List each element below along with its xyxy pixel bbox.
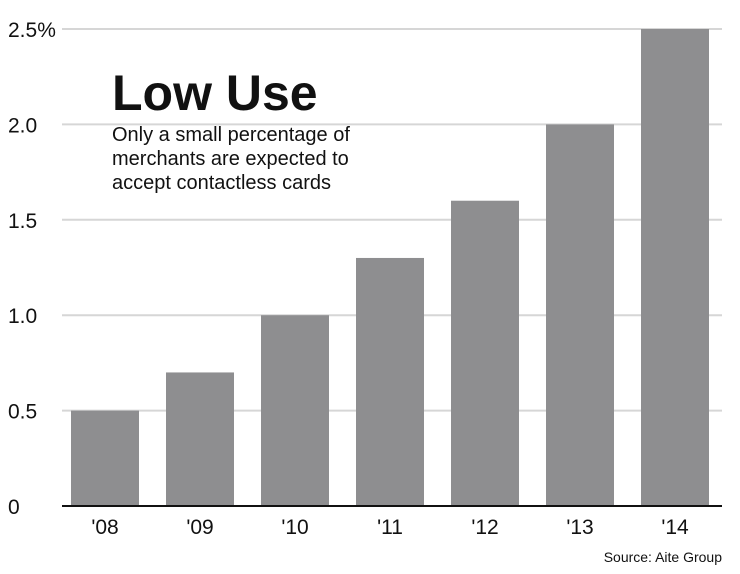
chart-subtitle-line-3: accept contactless cards xyxy=(112,172,331,194)
chart-subtitle-line-1: Only a small percentage of xyxy=(112,124,350,146)
x-tick-label: '12 xyxy=(471,516,498,539)
y-tick-label: 0 xyxy=(8,496,20,519)
chart-subtitle-line-2: merchants are expected to xyxy=(112,148,349,170)
bar xyxy=(356,257,424,506)
bar xyxy=(451,200,519,506)
y-tick-label: 1.5 xyxy=(8,210,37,233)
x-tick-label: '11 xyxy=(377,516,403,539)
bar xyxy=(546,124,614,507)
source-note: Source: Aite Group xyxy=(604,549,723,565)
bar xyxy=(261,315,329,506)
x-tick-label: '10 xyxy=(281,516,308,539)
y-tick-label: 2.5% xyxy=(8,19,56,42)
bar xyxy=(71,410,139,506)
x-tick-label: '14 xyxy=(661,516,689,539)
bars xyxy=(71,29,709,507)
bar xyxy=(641,29,709,506)
y-tick-label: 0.5 xyxy=(8,401,37,424)
y-tick-label: 1.0 xyxy=(8,305,37,328)
x-tick-label: '09 xyxy=(186,516,213,539)
chart-title: Low Use xyxy=(112,65,318,121)
x-tick-label: '13 xyxy=(566,516,593,539)
x-tick-label: '08 xyxy=(91,516,118,539)
x-tick-labels: '08 '09 '10 '11 '12 '13 '14 xyxy=(91,516,689,539)
bar xyxy=(166,372,234,506)
y-tick-label: 2.0 xyxy=(8,114,37,137)
y-tick-labels: 0 0.5 1.0 1.5 2.0 2.5% xyxy=(8,19,56,519)
